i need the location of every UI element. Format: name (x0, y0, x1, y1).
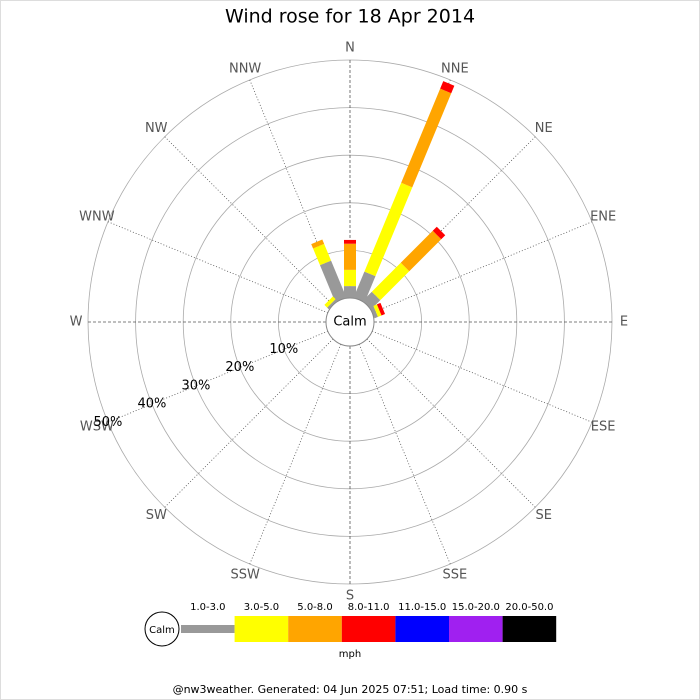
legend-swatch (341, 616, 396, 642)
direction-label: NW (145, 121, 168, 136)
legend-unit: mph (339, 649, 361, 660)
bar-segment (440, 81, 455, 94)
legend-swatch (234, 616, 289, 642)
bar-segment (432, 226, 446, 240)
direction-label: WNW (79, 210, 115, 225)
legend-swatch (449, 616, 503, 642)
spoke (372, 221, 593, 314)
bar-segment (313, 243, 332, 266)
footer: @nw3weather. Generated: 04 Jun 2025 07:5… (173, 683, 528, 696)
legend-label: 3.0-5.0 (244, 602, 279, 613)
direction-label: SSE (442, 568, 467, 583)
bar-segment (362, 291, 381, 310)
bar-segment (376, 302, 386, 316)
legend-label: 1.0-3.0 (190, 602, 225, 613)
direction-label: W (70, 315, 83, 330)
calm-circle (325, 297, 375, 347)
ring-label: 10% (269, 342, 298, 357)
bar-segment (353, 271, 376, 303)
direction-label: WSW (80, 419, 114, 434)
bar-segment (371, 262, 410, 301)
calm-label: Calm (333, 315, 366, 330)
legend-label: 20.0-50.0 (505, 602, 553, 613)
direction-label: SSW (230, 568, 260, 583)
bar-segment (319, 260, 347, 303)
bar-segment (401, 88, 452, 188)
bar-segment (373, 304, 382, 317)
legend-label: 15.0-20.0 (452, 602, 500, 613)
direction-label: NE (535, 121, 553, 136)
bar-segment (369, 305, 378, 319)
spoke (372, 330, 593, 423)
bar-segment (364, 182, 413, 277)
legend-label: 5.0-8.0 (297, 602, 332, 613)
direction-label: E (620, 315, 628, 330)
ring-label: 40% (137, 397, 166, 412)
legend-label: 11.0-15.0 (398, 602, 446, 613)
legend-label: 8.0-11.0 (348, 602, 390, 613)
spoke (164, 136, 334, 306)
direction-label: SE (536, 508, 552, 523)
legend-swatch (181, 625, 235, 633)
ring-label: 50% (93, 415, 122, 430)
legend-swatch (395, 616, 449, 642)
direction-label: N (345, 41, 355, 56)
spoke (249, 344, 342, 565)
direction-label: NNW (229, 61, 261, 76)
bar-segment (400, 230, 442, 272)
direction-label: ESE (591, 419, 616, 434)
spoke (107, 330, 328, 423)
bar-segment (311, 239, 325, 249)
spoke (164, 338, 334, 508)
ring-label: 30% (181, 378, 210, 393)
legend-calm-circle (144, 611, 180, 647)
direction-label: SW (146, 508, 167, 523)
legend-swatch (288, 616, 342, 642)
legend-swatch (502, 616, 557, 642)
spoke (107, 221, 328, 314)
bar-segment (324, 296, 336, 308)
ring-label: 20% (225, 360, 254, 375)
direction-label: ENE (590, 210, 616, 225)
direction-label: NNE (441, 61, 469, 76)
legend-calm: Calm (149, 625, 175, 636)
spoke (358, 344, 451, 565)
chart-title: Wind rose for 18 Apr 2014 (225, 6, 475, 28)
direction-label: S (346, 589, 354, 604)
spoke (366, 338, 536, 508)
